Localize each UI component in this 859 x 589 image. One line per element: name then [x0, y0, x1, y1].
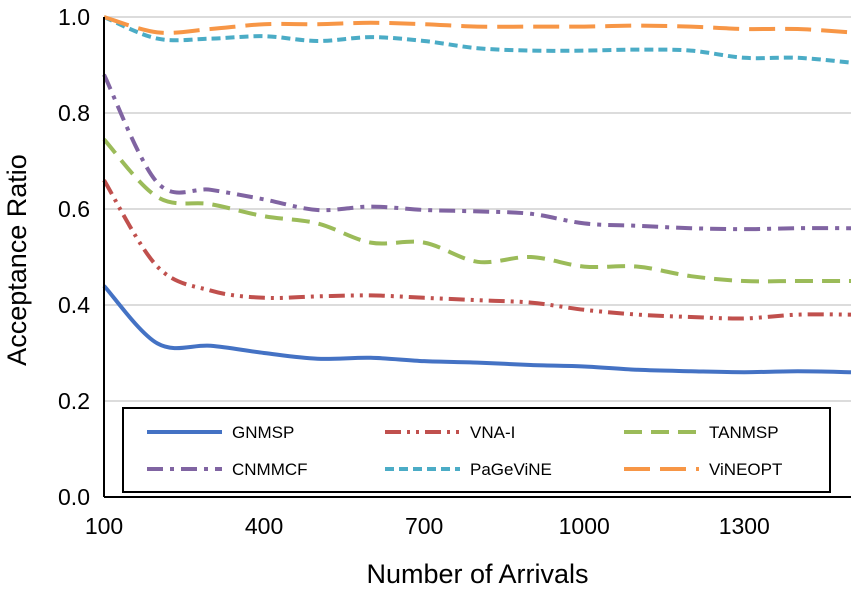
legend-label-pagevine: PaGeViNE — [470, 460, 552, 479]
legend-label-gnmsp: GNMSP — [232, 423, 294, 442]
series-lines — [102, 15, 852, 375]
x-tick-label: 1300 — [719, 513, 770, 539]
legend-label-cnmmcf: CNMMCF — [232, 460, 308, 479]
legend-label-vineopt: ViNEOPT — [709, 460, 782, 479]
y-tick-label: 1.0 — [58, 4, 90, 30]
x-tick-labels: 100 400 700 1000 1300 — [85, 513, 770, 539]
x-tick-label: 700 — [405, 513, 443, 539]
y-tick-label: 0.8 — [58, 100, 90, 126]
legend-box — [122, 407, 831, 493]
series-line-gnmsp — [102, 284, 852, 375]
gridlines — [104, 16, 851, 402]
series-line-tanmsp — [102, 138, 851, 284]
series-line-vineopt — [103, 15, 852, 35]
y-tick-label: 0.6 — [58, 196, 90, 222]
axes — [103, 17, 851, 498]
y-tick-label: 0.4 — [58, 292, 90, 318]
series-line-cnmmcf — [102, 73, 852, 232]
series-line-vna-i — [102, 179, 852, 321]
legend-label-tanmsp: TANMSP — [709, 423, 779, 442]
x-axis-title: Number of Arrivals — [366, 559, 588, 589]
y-tick-label: 0.2 — [58, 388, 90, 414]
series-line-pagevine — [103, 15, 852, 65]
x-tick-label: 100 — [85, 513, 123, 539]
legend-label-vna-i: VNA-I — [470, 423, 515, 442]
legend: GNMSP VNA-I TANMSP CNMMCF PaGeViNE ViNEOPT — [122, 407, 831, 493]
y-axis-title: Acceptance Ratio — [2, 154, 32, 366]
x-tick-label: 400 — [245, 513, 283, 539]
y-tick-labels: 0.0 0.2 0.4 0.6 0.8 1.0 — [58, 4, 90, 510]
x-tick-label: 1000 — [559, 513, 610, 539]
y-tick-label: 0.0 — [58, 484, 90, 510]
